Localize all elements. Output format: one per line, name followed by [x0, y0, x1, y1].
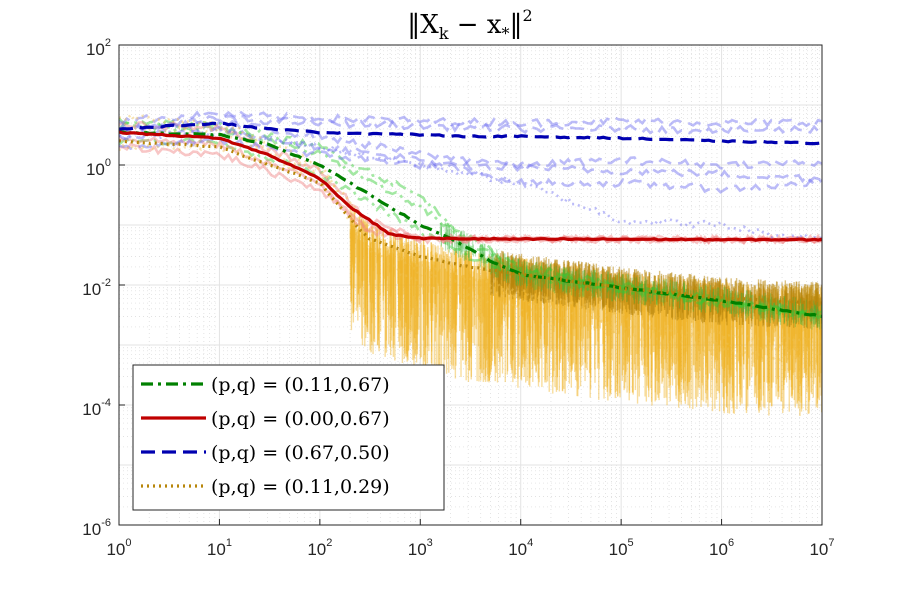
background-run-line	[119, 125, 822, 194]
legend-label: (p,q) = (0.67,0.50)	[211, 442, 390, 464]
chart-title: ‖Xk − x*‖2	[407, 6, 532, 43]
legend-label: (p,q) = (0.00,0.67)	[211, 408, 390, 430]
noise-band	[349, 204, 822, 417]
background-run-line	[119, 112, 822, 356]
y-tick-label: 10-6	[82, 517, 111, 539]
x-axis: 100 101 102 103 104 105 106 107	[106, 519, 835, 559]
background-run-line	[119, 121, 822, 319]
x-tick-label: 107	[809, 537, 834, 559]
background-run-line	[119, 127, 822, 242]
legend-label: (p,q) = (0.11,0.29)	[211, 476, 390, 498]
background-run-line	[119, 117, 822, 317]
y-axis: 10-6 10-4 10-2 100 102	[82, 37, 125, 539]
background-runs	[119, 109, 822, 366]
background-run-line	[119, 136, 822, 320]
legend-label: (p,q) = (0.11,0.67)	[211, 374, 390, 396]
background-run-line	[119, 109, 822, 129]
legend: (p,q) = (0.11,0.67) (p,q) = (0.00,0.67) (p…	[132, 364, 445, 511]
x-tick-label: 101	[207, 537, 232, 559]
series-line	[119, 121, 822, 146]
series-line	[119, 130, 822, 242]
x-tick-label: 105	[609, 537, 634, 559]
x-tick-label: 100	[106, 537, 131, 559]
y-tick-label: 100	[86, 157, 111, 179]
y-tick-label: 10-4	[82, 397, 111, 419]
x-tick-label: 103	[408, 537, 433, 559]
y-tick-label: 102	[86, 37, 111, 59]
series-lines	[119, 121, 822, 319]
x-tick-label: 104	[508, 537, 533, 559]
series-line	[119, 130, 822, 319]
x-tick-label: 106	[709, 537, 734, 559]
y-tick-label: 10-2	[82, 277, 111, 299]
background-run-line	[119, 114, 822, 136]
background-run-line	[119, 125, 822, 345]
background-run-line	[119, 141, 822, 366]
background-run-line	[119, 119, 822, 171]
x-tick-label: 102	[307, 537, 332, 559]
